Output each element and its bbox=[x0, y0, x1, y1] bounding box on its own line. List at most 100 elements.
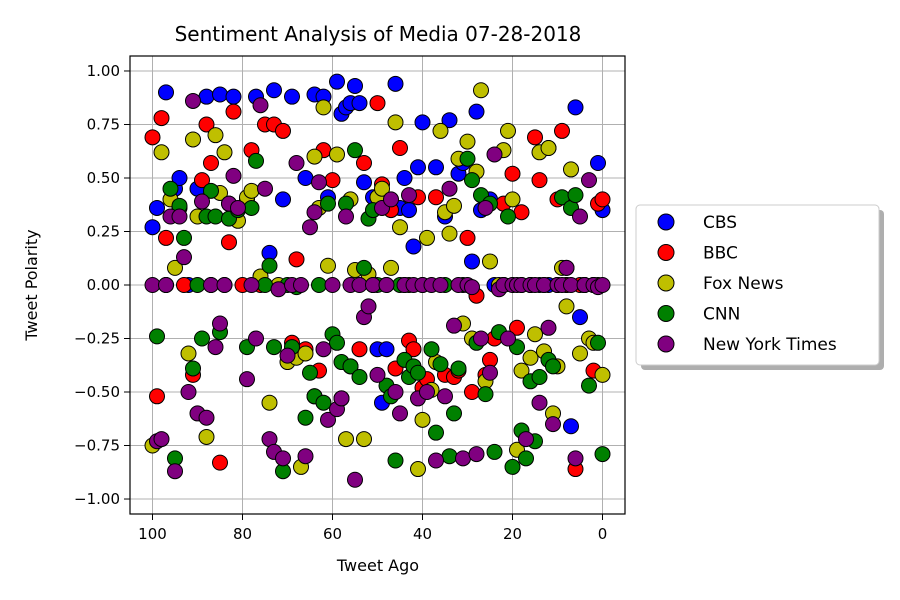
cbs-point bbox=[396, 169, 413, 186]
fox-news-point bbox=[432, 122, 449, 139]
cbs-point bbox=[410, 159, 426, 176]
bbc-point bbox=[369, 95, 386, 112]
cnn-point bbox=[504, 458, 521, 475]
cnn-point bbox=[194, 330, 210, 347]
fox-news-point bbox=[356, 431, 372, 448]
new-york-times-point bbox=[324, 277, 341, 293]
fox-news-point bbox=[473, 82, 489, 99]
y-tick-label: −1.00 bbox=[74, 490, 120, 508]
fox-news-point bbox=[387, 114, 404, 131]
legend-label-bbc: BBC bbox=[703, 244, 738, 264]
bbc-point bbox=[194, 172, 210, 189]
fox-news-point bbox=[522, 349, 539, 366]
cnn-point bbox=[149, 328, 165, 345]
new-york-times-point bbox=[338, 208, 354, 225]
cbs-point bbox=[149, 199, 165, 216]
bbc-point bbox=[144, 129, 161, 146]
fox-news-point bbox=[419, 229, 435, 246]
fox-news-point bbox=[243, 182, 260, 199]
cbs-point bbox=[378, 341, 395, 358]
cnn-point bbox=[347, 142, 363, 159]
cnn-point bbox=[261, 257, 278, 274]
cbs-point bbox=[387, 75, 404, 92]
fox-news-point bbox=[500, 122, 516, 139]
new-york-times-point bbox=[288, 155, 305, 172]
fox-news-point bbox=[410, 461, 426, 478]
cbs-point bbox=[284, 88, 300, 105]
y-tick-label: 0.00 bbox=[87, 276, 120, 294]
cnn-point bbox=[311, 277, 327, 293]
legend-marker-bbc bbox=[657, 244, 675, 261]
fox-news-point bbox=[446, 197, 462, 214]
fox-news-point bbox=[414, 411, 431, 428]
fox-news-point bbox=[306, 148, 323, 165]
new-york-times-point bbox=[306, 204, 323, 221]
fox-news-point bbox=[563, 161, 579, 178]
y-tick-label: −0.50 bbox=[74, 383, 120, 401]
new-york-times-point bbox=[180, 384, 197, 401]
cbs-point bbox=[401, 202, 417, 219]
y-tick-label: −0.75 bbox=[74, 437, 120, 455]
new-york-times-point bbox=[446, 317, 462, 334]
new-york-times-point bbox=[419, 384, 435, 401]
cnn-point bbox=[590, 334, 606, 351]
new-york-times-point bbox=[171, 208, 188, 225]
new-york-times-point bbox=[257, 180, 273, 197]
bbc-point bbox=[464, 384, 480, 401]
new-york-times-point bbox=[302, 219, 318, 236]
new-york-times-point bbox=[311, 174, 327, 191]
new-york-times-point bbox=[158, 277, 174, 293]
new-york-times-point bbox=[243, 277, 260, 293]
new-york-times-point bbox=[455, 450, 471, 467]
cnn-point bbox=[162, 180, 179, 197]
cbs-point bbox=[198, 88, 215, 105]
fox-news-point bbox=[482, 253, 498, 270]
new-york-times-point bbox=[392, 405, 408, 422]
new-york-times-point bbox=[482, 364, 498, 381]
new-york-times-point bbox=[401, 187, 417, 204]
new-york-times-point bbox=[252, 97, 269, 114]
new-york-times-point bbox=[468, 446, 485, 463]
fox-news-point bbox=[207, 127, 224, 144]
new-york-times-point bbox=[581, 172, 597, 189]
cbs-point bbox=[266, 82, 282, 99]
new-york-times-point bbox=[194, 193, 210, 210]
fox-news-point bbox=[338, 431, 354, 448]
fox-news-point bbox=[180, 345, 197, 362]
bbc-point bbox=[509, 319, 525, 336]
bbc-point bbox=[158, 229, 174, 246]
cnn-point bbox=[410, 364, 426, 381]
bbc-point bbox=[288, 251, 305, 268]
new-york-times-point bbox=[216, 277, 233, 293]
legend-label-new-york-times: New York Times bbox=[703, 335, 837, 355]
cbs-point bbox=[563, 418, 579, 435]
cnn-point bbox=[486, 443, 503, 460]
fox-news-point bbox=[315, 99, 332, 116]
cnn-point bbox=[266, 339, 282, 356]
cbs-point bbox=[351, 95, 368, 112]
new-york-times-point bbox=[369, 366, 386, 383]
cbs-point bbox=[567, 99, 584, 116]
cnn-point bbox=[356, 259, 372, 276]
legend-marker-cnn bbox=[657, 305, 675, 322]
cnn-point bbox=[518, 450, 534, 467]
fox-news-point bbox=[320, 257, 336, 274]
legend-box bbox=[635, 204, 880, 366]
bbc-point bbox=[149, 388, 165, 405]
legend-marker-new-york-times bbox=[657, 335, 675, 353]
bbc-point bbox=[531, 172, 548, 189]
bbc-point bbox=[212, 454, 228, 471]
cnn-point bbox=[243, 199, 260, 216]
cnn-point bbox=[450, 360, 467, 377]
new-york-times-point bbox=[365, 277, 381, 293]
bbc-point bbox=[527, 129, 543, 146]
new-york-times-point bbox=[441, 180, 458, 197]
new-york-times-point bbox=[275, 450, 291, 467]
new-york-times-point bbox=[212, 315, 228, 332]
fox-news-point bbox=[297, 345, 314, 362]
bbc-point bbox=[176, 277, 192, 293]
cnn-point bbox=[428, 424, 444, 441]
fox-news-point bbox=[459, 133, 476, 150]
new-york-times-point bbox=[203, 277, 219, 293]
bbc-point bbox=[324, 172, 341, 189]
